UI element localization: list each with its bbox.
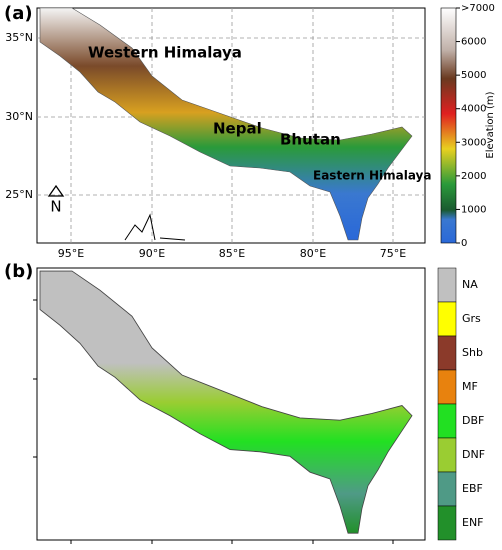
colorbar: [440, 7, 457, 244]
lon-label: 75°E: [380, 247, 406, 260]
legend-swatch: [437, 335, 457, 371]
legend-swatch: [437, 369, 457, 405]
colorbar-label: 5000: [461, 70, 486, 81]
colorbar-title: Elevation (m): [485, 91, 496, 158]
legend-swatch: [437, 505, 457, 541]
region-label: Nepal: [213, 120, 262, 138]
legend-swatch: [437, 301, 457, 337]
legend-label: NA: [462, 278, 478, 291]
legend-label: DNF: [462, 448, 485, 461]
panel-label: (b): [4, 261, 33, 282]
north-label: N: [50, 198, 61, 216]
legend-label: EBF: [462, 482, 483, 495]
legend-swatch: [437, 471, 457, 507]
legend-label: MF: [462, 380, 478, 393]
colorbar-label: 1000: [461, 204, 486, 215]
colorbar-label: 2000: [461, 171, 486, 182]
region-label: Western Himalaya: [88, 44, 242, 62]
lon-label: 80°E: [300, 247, 326, 260]
lat-label: 25°N: [5, 188, 33, 201]
legend-label: Grs: [462, 312, 481, 325]
lon-label: 90°E: [139, 247, 165, 260]
colorbar-label: 4000: [461, 104, 486, 115]
colorbar-label: 0: [461, 238, 467, 249]
legend-swatch: [437, 437, 457, 473]
lon-label: 95°E: [58, 247, 84, 260]
coastline: [124, 213, 186, 241]
lat-label: 35°N: [5, 31, 33, 44]
colorbar-label: >7000: [461, 3, 495, 14]
region-label: Eastern Himalaya: [313, 169, 431, 183]
north-arrow: [47, 184, 65, 197]
lon-label: 85°E: [219, 247, 245, 260]
legend-label: DBF: [462, 414, 484, 427]
legend-swatch: [437, 267, 457, 303]
legend-swatch: [437, 403, 457, 439]
legend-label: ENF: [462, 516, 484, 529]
colorbar-label: 3000: [461, 137, 486, 148]
region-label: Bhutan: [280, 131, 341, 149]
lat-label: 30°N: [5, 110, 33, 123]
panel-label: (a): [4, 3, 33, 24]
legend-label: Shb: [462, 346, 483, 359]
colorbar-label: 6000: [461, 37, 486, 48]
